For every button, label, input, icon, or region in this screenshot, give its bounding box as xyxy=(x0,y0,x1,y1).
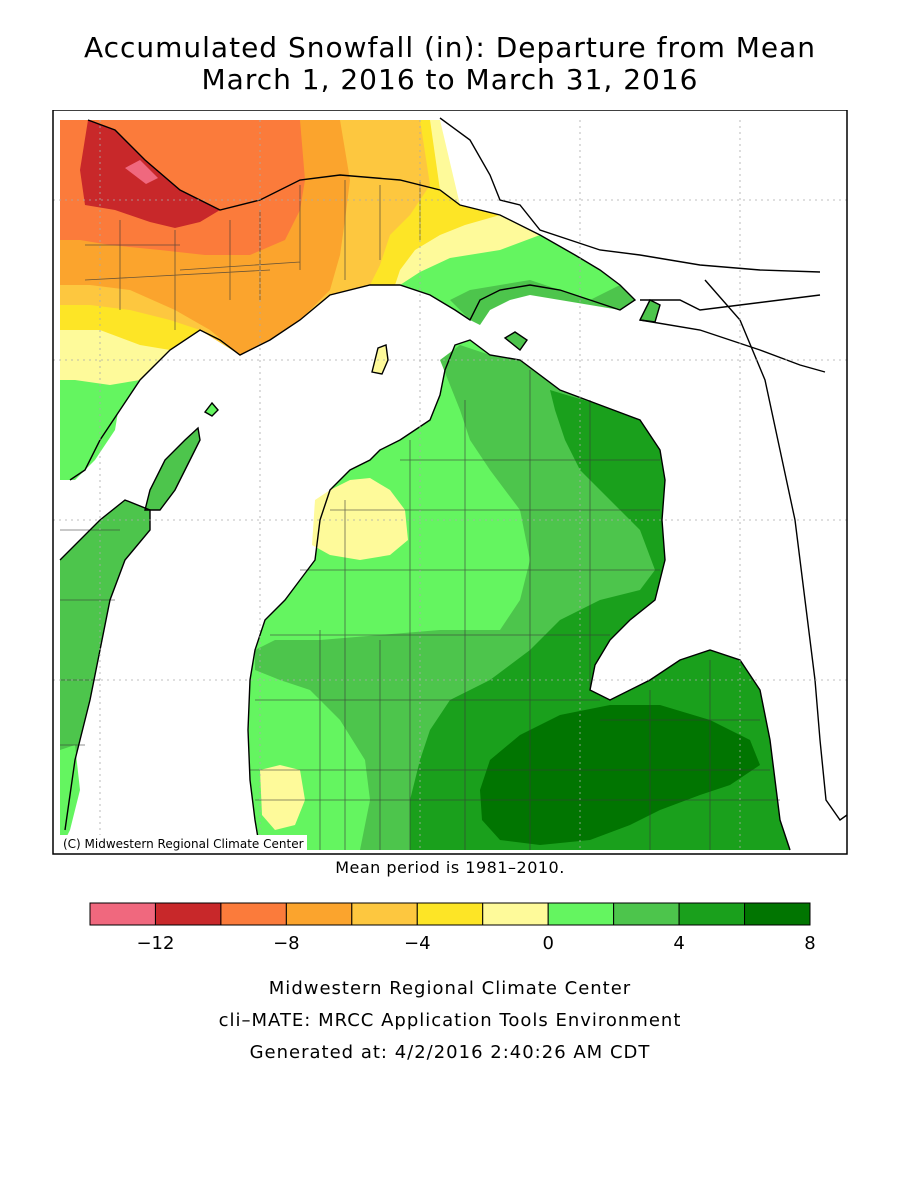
color-legend: −12 −8 −4 0 4 8 xyxy=(89,902,816,954)
legend-bin-7 xyxy=(547,902,615,926)
map-credit: (C) Midwestern Regional Climate Center xyxy=(60,835,307,853)
lower-peninsula-yellow-south xyxy=(260,765,305,830)
legend-bin-1 xyxy=(154,902,222,926)
footer-tool: cli–MATE: MRCC Application Tools Environ… xyxy=(218,1010,682,1031)
graticule xyxy=(53,120,847,850)
lake-island-north xyxy=(372,345,388,374)
legend-bin-9 xyxy=(678,902,746,926)
legend-tick-label: 4 xyxy=(673,933,684,954)
legend-tick-label: 0 xyxy=(542,933,553,954)
wi-coastline xyxy=(59,499,151,831)
drummond-island xyxy=(640,300,660,322)
legend-bin-8 xyxy=(613,902,680,926)
lower-peninsula-yellow-north xyxy=(312,478,408,560)
legend-bin-6 xyxy=(482,902,549,926)
county-lines-lp xyxy=(250,370,780,850)
legend-bin-5 xyxy=(416,902,484,926)
mean-period-note: Mean period is 1981–2010. xyxy=(335,858,565,877)
legend-tick-label: −8 xyxy=(273,933,300,954)
footer-generated: Generated at: 4/2/2016 2:40:26 AM CDT xyxy=(249,1042,651,1063)
ontario-coastline xyxy=(439,117,826,373)
map-title-line-2: March 1, 2016 to March 31, 2016 xyxy=(201,63,699,96)
island-outlines xyxy=(203,299,661,417)
legend-ticks: −12 −8 −4 0 4 8 xyxy=(136,933,815,954)
wisconsin-light-green xyxy=(60,380,120,480)
footer-organization: Midwestern Regional Climate Center xyxy=(268,978,632,999)
legend-tick-label: −4 xyxy=(404,933,431,954)
lp-coastline xyxy=(247,339,791,851)
legend-bin-3 xyxy=(285,902,353,926)
legend-bin-10 xyxy=(744,902,811,926)
up-coastline xyxy=(69,119,637,481)
legend-bin-2 xyxy=(220,902,287,926)
legend-bin-0 xyxy=(89,902,156,926)
legend-bin-4 xyxy=(351,902,418,926)
coastlines xyxy=(59,117,847,851)
door-coastline xyxy=(144,426,201,511)
lower-peninsula-dark-green xyxy=(480,705,760,845)
lower-peninsula-region xyxy=(248,340,790,850)
legend-tick-label: −12 xyxy=(136,933,174,954)
map-title-line-1: Accumulated Snowfall (in): Departure fro… xyxy=(83,31,817,64)
snowfall-departure-map xyxy=(52,110,848,855)
upper-peninsula-pink xyxy=(125,160,158,184)
legend-tick-label: 8 xyxy=(804,933,815,954)
legend-color-bar xyxy=(89,902,811,926)
wisconsin-green xyxy=(60,500,150,850)
door-peninsula xyxy=(145,428,200,510)
map-frame xyxy=(52,110,848,855)
